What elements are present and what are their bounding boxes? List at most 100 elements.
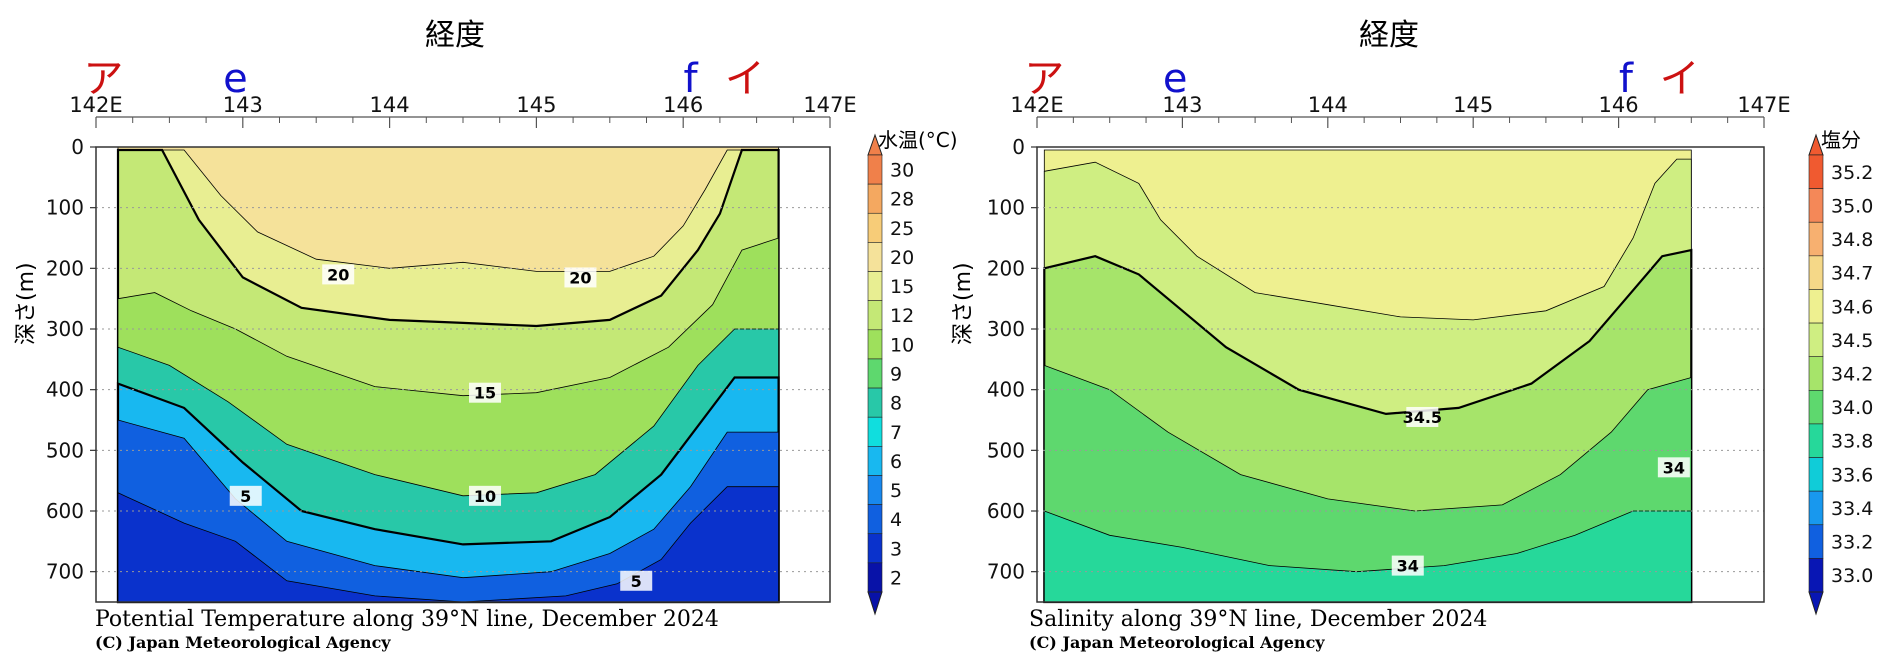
contour-label-bg [229, 485, 262, 506]
contour-label: 34.5 [1403, 408, 1442, 427]
colorbar-swatch [867, 358, 883, 389]
colorbar-level-label: 20 [890, 247, 914, 269]
y-tick-label: 400 [46, 378, 84, 402]
section-marker: ア [1024, 56, 1064, 102]
y-axis: 0 100 200 300 400 500 600 700 [46, 135, 96, 584]
colorbar-swatch [1808, 322, 1824, 357]
colorbar-swatch [867, 242, 883, 272]
contour-label-bg [1406, 406, 1439, 427]
y-tick-label: 100 [987, 196, 1025, 220]
section-marker: ア [83, 56, 123, 102]
x-axis: 142E 143 144 145 146 147E [1010, 93, 1791, 128]
contour-label: 5 [240, 487, 251, 506]
x-tick-label: 142E [69, 93, 122, 117]
colorbar-swatch [1808, 356, 1824, 391]
colorbar-swatch [867, 212, 883, 243]
colorbar-level-label: 28 [890, 189, 914, 211]
x-tick-label: 142E [1010, 93, 1063, 117]
y-axis-label: 深さ(m) [951, 262, 976, 345]
colorbar-level-label: 35.0 [1831, 195, 1873, 217]
colorbar-swatch [867, 446, 883, 476]
contour-labels: 20 20 15 10 5 5 [229, 264, 653, 591]
colorbar-swatch [1808, 289, 1824, 324]
colorbar-level-label: 33.2 [1831, 532, 1873, 554]
x-axis-title: 経度 [425, 18, 485, 53]
credit-text: (C) Japan Meteorological Agency [1029, 633, 1325, 652]
y-axis-label: 深さ(m) [14, 262, 39, 345]
contour-bands [1043, 149, 1693, 604]
chart-caption: Potential Temperature along 39°N line, D… [95, 607, 719, 632]
colorbar-level-label: 6 [890, 451, 902, 473]
colorbar-swatch [1808, 457, 1824, 492]
contour-label-bg [1657, 457, 1690, 478]
colorbar-swatch [867, 300, 883, 331]
x-tick-label: 146 [1599, 93, 1639, 117]
y-tick-label: 600 [46, 499, 84, 523]
contour-label-bg [469, 485, 502, 506]
colorbar-level-label: 33.8 [1831, 431, 1873, 453]
colorbar-level-label: 7 [890, 422, 902, 444]
colorbar-swatch [1808, 390, 1824, 425]
colorbar-level-label: 34.6 [1831, 296, 1873, 318]
colorbar-swatch [1808, 188, 1824, 223]
colorbar-level-label: 15 [890, 276, 914, 298]
colorbar-swatch [867, 329, 883, 360]
colorbar-swatch [867, 562, 883, 593]
y-tick-label: 300 [46, 317, 84, 341]
x-axis-title: 経度 [1359, 18, 1419, 53]
chart-caption: Salinity along 39°N line, December 2024 [1029, 607, 1488, 632]
colorbar-bottom-arrow [867, 591, 883, 616]
plot-frame [1036, 146, 1765, 603]
colorbar-swatch [1808, 423, 1824, 458]
y-tick-label: 0 [1012, 135, 1025, 159]
section-marker: e [1163, 56, 1188, 102]
contour-label: 5 [631, 572, 642, 591]
x-tick-label: 145 [1453, 93, 1493, 117]
contour-bands [116, 146, 780, 604]
section-marker: イ [725, 56, 765, 102]
y-tick-label: 500 [46, 438, 84, 462]
contour-label-bg [1391, 555, 1424, 576]
colorbar-level-label: 5 [890, 480, 902, 502]
colorbar-level-label: 9 [890, 364, 902, 386]
colorbar-level-label: 33.6 [1831, 464, 1873, 486]
colorbar-swatch [867, 416, 883, 447]
colorbar-level-label: 8 [890, 393, 902, 415]
section-marker: e [223, 56, 248, 102]
colorbar-level-label: 34.7 [1831, 263, 1873, 285]
contour-label-bg [322, 264, 355, 285]
colorbar-swatch [867, 533, 883, 564]
temperature-chart: 142E 143 144 145 146 147E 0 100 200 300 400 500 600 7… [46, 56, 914, 616]
colorbar-level-label: 33.4 [1831, 498, 1873, 520]
contour-label: 20 [327, 265, 349, 284]
colorbar-swatch [1808, 154, 1824, 189]
colorbar-title: 塩分 [1821, 128, 1861, 152]
colorbar: 30 28 25 20 15 12 10 9 8 7 6 5 4 3 2 [867, 133, 914, 616]
colorbar-bottom-arrow [1808, 591, 1824, 616]
colorbar-swatch [867, 183, 883, 214]
contour-label-bg [564, 267, 597, 288]
contour-label: 20 [569, 268, 591, 287]
credit-text: (C) Japan Meteorological Agency [95, 633, 391, 652]
colorbar-swatch [867, 271, 883, 301]
gridlines [96, 207, 830, 573]
colorbar-level-label: 34.2 [1831, 364, 1873, 386]
colorbar-swatch [1808, 255, 1824, 290]
y-tick-label: 600 [987, 499, 1025, 523]
section-marker: f [1619, 56, 1634, 102]
colorbar-level-label: 35.2 [1831, 162, 1873, 184]
colorbar-title: 水温(°C) [878, 128, 958, 152]
colorbar-level-label: 33.0 [1831, 565, 1873, 587]
y-tick-label: 300 [987, 317, 1025, 341]
colorbar-level-label: 25 [890, 218, 914, 240]
contour-label: 34 [1397, 557, 1419, 576]
x-tick-label: 144 [1308, 93, 1348, 117]
colorbar-level-label: 3 [890, 538, 902, 560]
x-tick-label: 146 [663, 93, 703, 117]
y-tick-label: 500 [987, 438, 1025, 462]
contour-label: 34 [1663, 458, 1685, 477]
y-tick-label: 200 [987, 256, 1025, 280]
